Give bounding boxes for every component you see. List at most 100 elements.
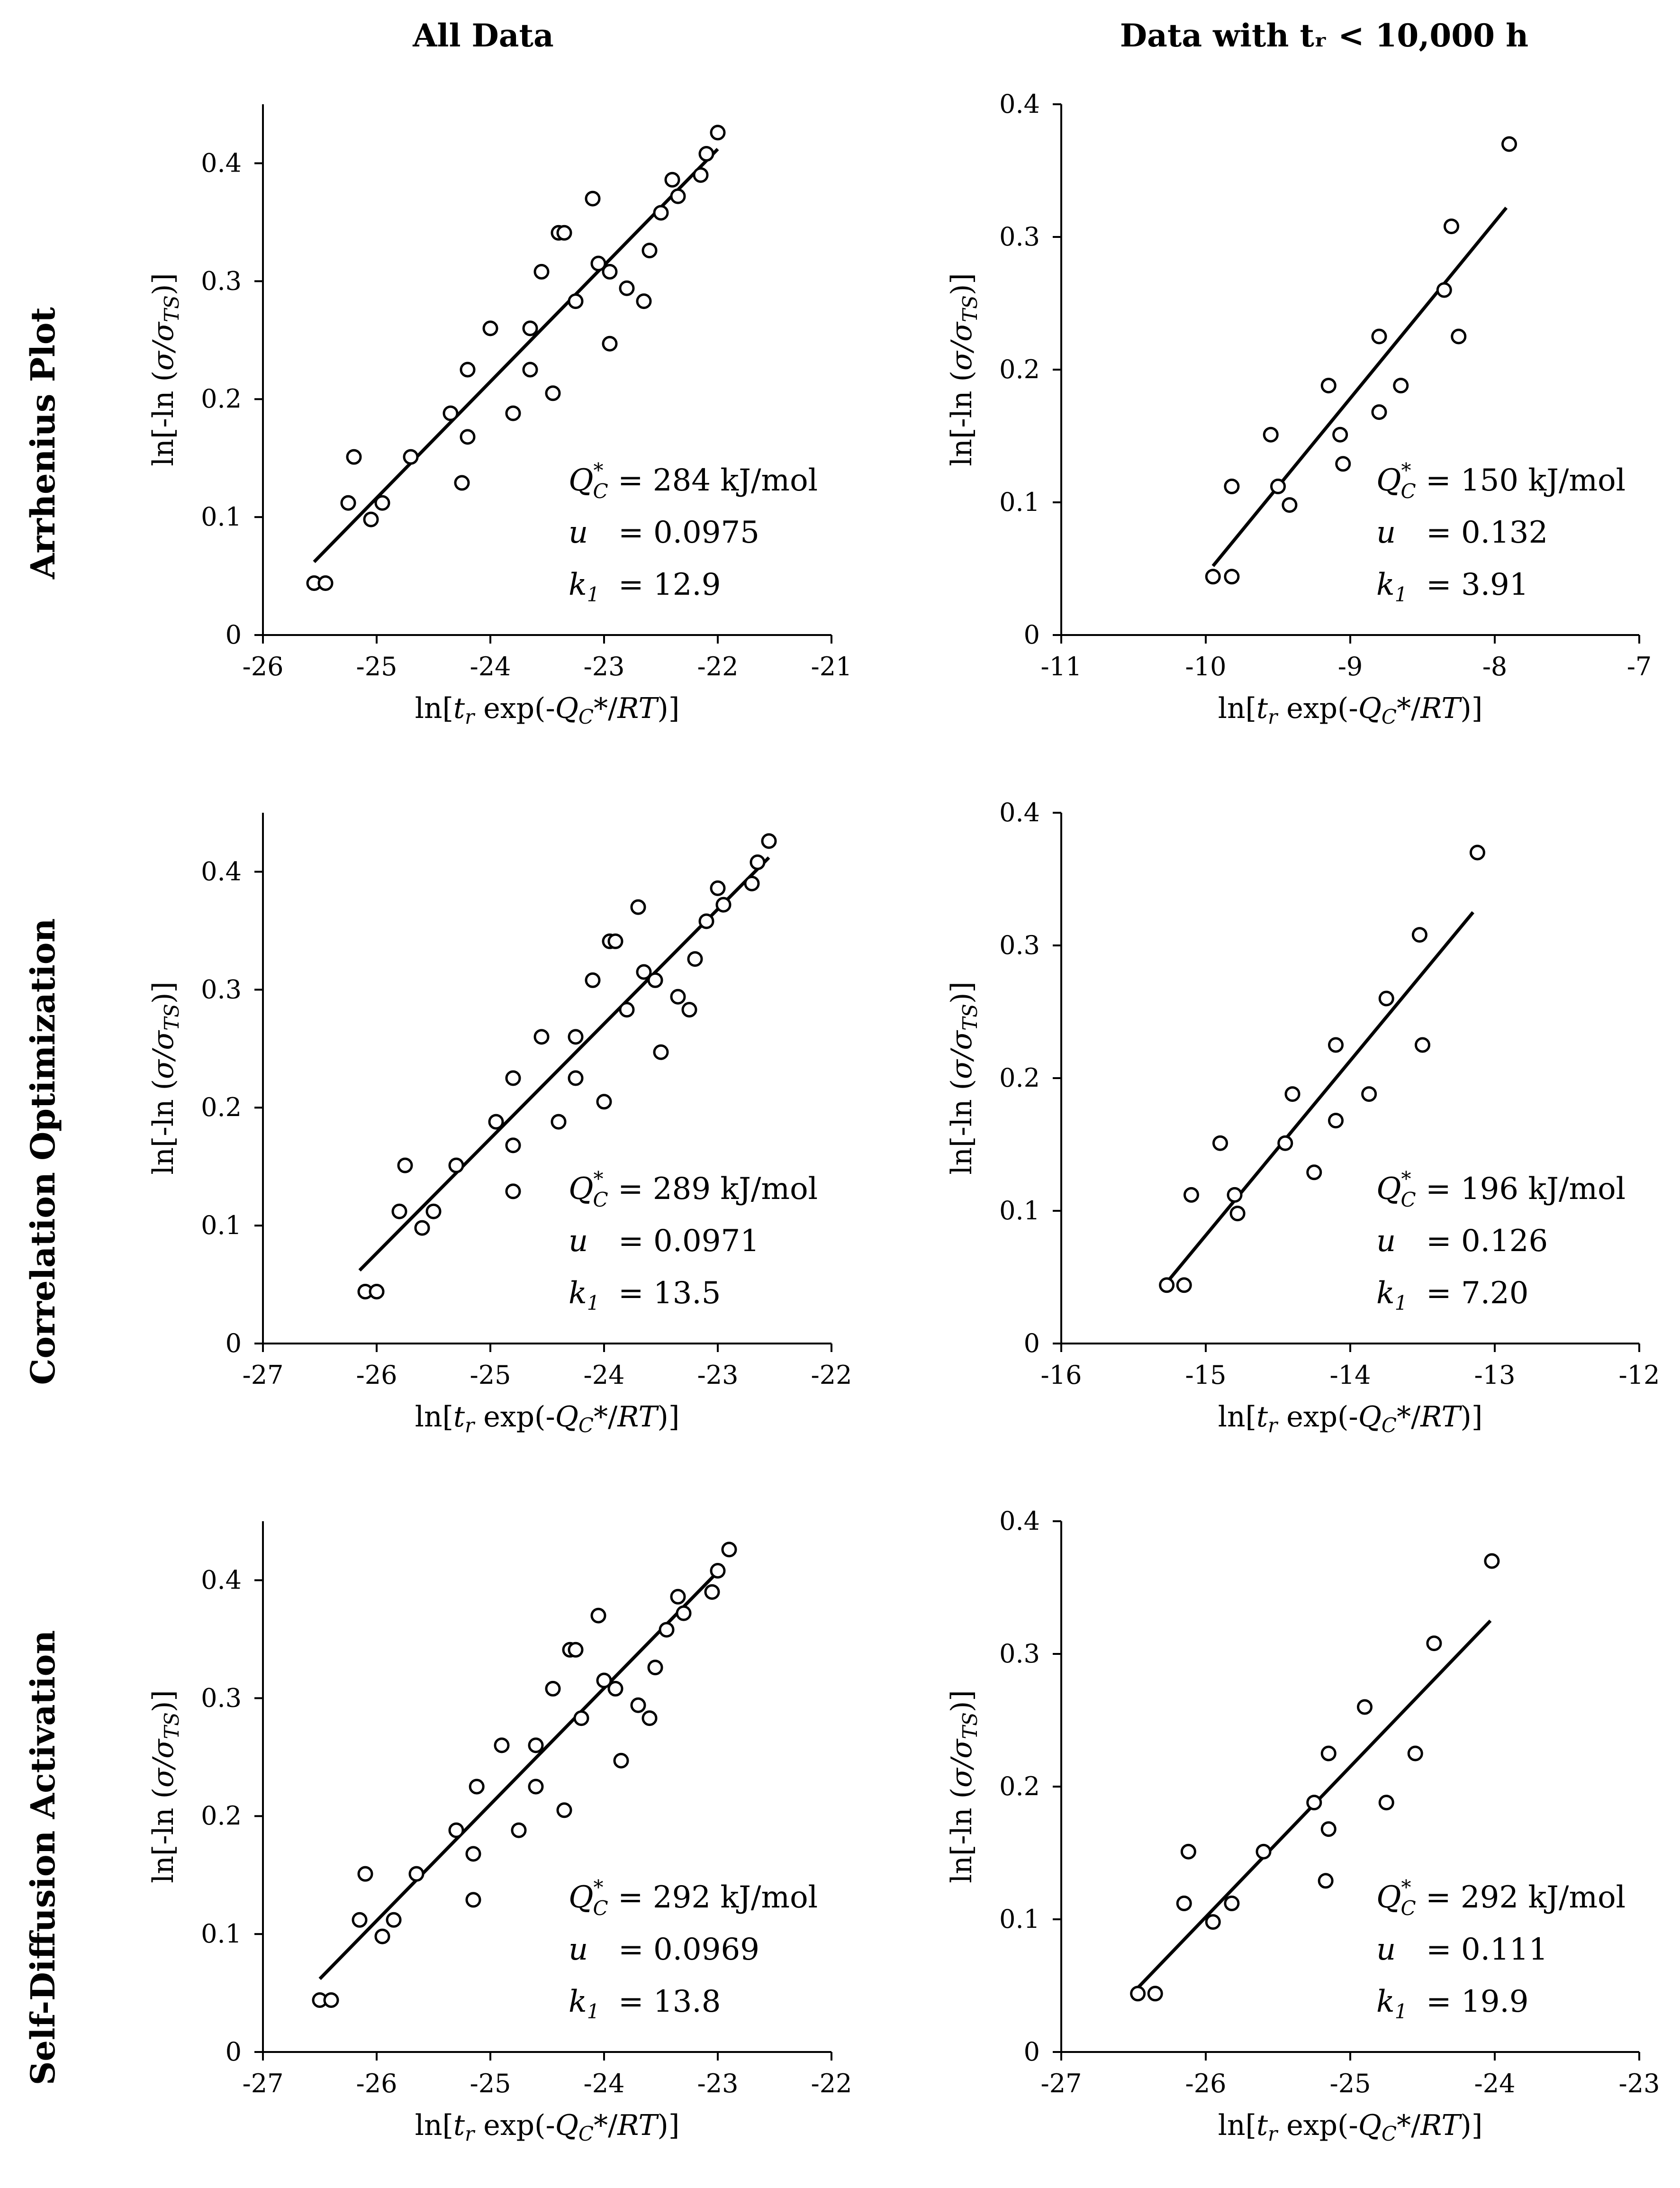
annotation-q-sup: * <box>593 459 603 482</box>
annotation-k: k1 = 3.91 <box>1376 567 1528 606</box>
data-point <box>1176 1895 1192 1911</box>
y-tick-label: 0 <box>226 620 242 650</box>
data-point <box>1371 404 1387 420</box>
y-label-part: TS <box>958 1004 982 1031</box>
data-point <box>1306 1164 1322 1180</box>
x-tick-label: -22 <box>811 2069 852 2098</box>
data-point <box>522 362 538 378</box>
annotation-q-sup: * <box>1401 1876 1411 1899</box>
x-label-part: r <box>465 705 476 728</box>
data-point <box>761 833 777 849</box>
x-label-part: r <box>465 2122 476 2145</box>
data-point <box>687 951 703 967</box>
x-label-part: t <box>1256 2109 1268 2142</box>
annotation-u-value: = 0.132 <box>1426 515 1548 550</box>
x-label-part: exp(- <box>474 1400 555 1434</box>
x-tick-label: -26 <box>356 2069 397 2098</box>
data-point <box>1361 1086 1377 1102</box>
annotation-u-label: u <box>1376 1932 1396 1967</box>
y-tick-label: 0 <box>226 2037 242 2067</box>
annotation-q-label: Q <box>1376 463 1401 498</box>
y-label-part: ln[-ln ( <box>147 371 180 466</box>
data-point <box>505 1137 521 1153</box>
data-point <box>369 1283 385 1299</box>
data-point <box>1277 1135 1293 1151</box>
x-tick-label: -26 <box>356 1360 397 1390</box>
y-axis-label: ln[-ln (σ/σTS)] <box>147 981 183 1175</box>
annotation-q-label: Q <box>1376 1171 1401 1207</box>
data-point <box>585 972 601 988</box>
y-label-part: ln[-ln ( <box>945 1788 978 1883</box>
annotation-u-value: = 0.111 <box>1426 1932 1548 1967</box>
annotation-k: k1 = 13.5 <box>569 1276 721 1315</box>
data-point <box>568 1642 584 1658</box>
annotation-u-label: u <box>569 1932 588 1967</box>
data-point <box>715 897 732 913</box>
x-label-part: ln[ <box>415 2109 453 2142</box>
y-tick-label: 0.2 <box>999 1771 1040 1801</box>
data-point <box>1469 844 1485 861</box>
y-axis-label: ln[-ln (σ/σTS)] <box>945 1690 982 1883</box>
y-axis-label: ln[-ln (σ/σTS)] <box>147 1690 183 1883</box>
data-point <box>533 263 550 280</box>
annotation-u-label: u <box>569 1224 588 1259</box>
y-label-part: σ/σ <box>147 1738 180 1788</box>
data-point <box>1451 328 1467 345</box>
annotation-q-value: = 150 kJ/mol <box>1416 463 1626 498</box>
annotation-u-value: = 0.126 <box>1426 1224 1548 1259</box>
annotation-k-label: k <box>1376 1276 1395 1311</box>
data-point <box>511 1822 527 1838</box>
annotation-k-label: k <box>569 567 587 602</box>
data-point <box>505 405 521 421</box>
data-point <box>454 475 470 491</box>
x-axis-label: ln[tr exp(-QC*/RT)] <box>415 1400 680 1437</box>
annotation-q-sub: C <box>1400 1897 1416 1920</box>
x-label-part: */ <box>594 2109 618 2142</box>
y-label-part: )] <box>147 981 180 1004</box>
y-tick-label: 0.4 <box>201 148 242 178</box>
data-point <box>653 205 669 221</box>
data-point <box>1205 569 1221 585</box>
x-label-part: ln[ <box>415 692 453 725</box>
data-point <box>630 899 646 915</box>
y-label-part: σ/σ <box>945 321 978 371</box>
annotation-q-value: = 292 kJ/mol <box>1416 1880 1626 1915</box>
data-point <box>641 1710 658 1726</box>
x-tick-label: -23 <box>697 2069 739 2098</box>
x-label-part: Q <box>555 1400 578 1434</box>
annotation-q: Q* C = 196 kJ/mol <box>1376 1167 1626 1211</box>
data-point <box>1212 1135 1228 1151</box>
annotation-u: u = 0.132 <box>1376 515 1548 550</box>
data-point <box>693 167 709 183</box>
y-tick-label: 0.2 <box>999 1063 1040 1093</box>
y-label-part: σ/σ <box>945 1030 978 1079</box>
data-point <box>494 1737 510 1753</box>
x-tick-label: -8 <box>1482 652 1508 681</box>
x-label-part: */ <box>594 692 618 725</box>
data-point <box>676 1605 692 1621</box>
y-tick-label: 0.1 <box>201 1919 242 1949</box>
annotation-q-sub: C <box>1400 1188 1416 1211</box>
x-tick-label: -25 <box>1330 2069 1371 2098</box>
annotation-k-label: k <box>569 1276 587 1311</box>
data-point <box>710 880 726 896</box>
annotation-q: Q* C = 292 kJ/mol <box>1376 1876 1626 1920</box>
data-point <box>585 191 601 207</box>
data-point <box>619 1002 635 1018</box>
x-tick-label: -24 <box>1474 2069 1516 2098</box>
data-point <box>659 1622 675 1638</box>
annotation-k-label: k <box>569 1984 587 2019</box>
fit-line <box>1211 207 1508 567</box>
annotation-q-sub: C <box>593 1188 608 1211</box>
data-point <box>1320 378 1337 394</box>
data-point <box>1180 1843 1196 1860</box>
data-point <box>704 1584 720 1600</box>
annotation-q-value: = 292 kJ/mol <box>608 1880 818 1915</box>
data-point <box>1357 1699 1373 1715</box>
data-point <box>590 255 606 272</box>
data-point <box>602 336 618 352</box>
x-axis-label: ln[tr exp(-QC*/RT)] <box>415 692 680 728</box>
data-point <box>1159 1277 1175 1293</box>
x-tick-label: -27 <box>243 1360 284 1390</box>
annotation-k: k1 = 12.9 <box>569 567 721 606</box>
